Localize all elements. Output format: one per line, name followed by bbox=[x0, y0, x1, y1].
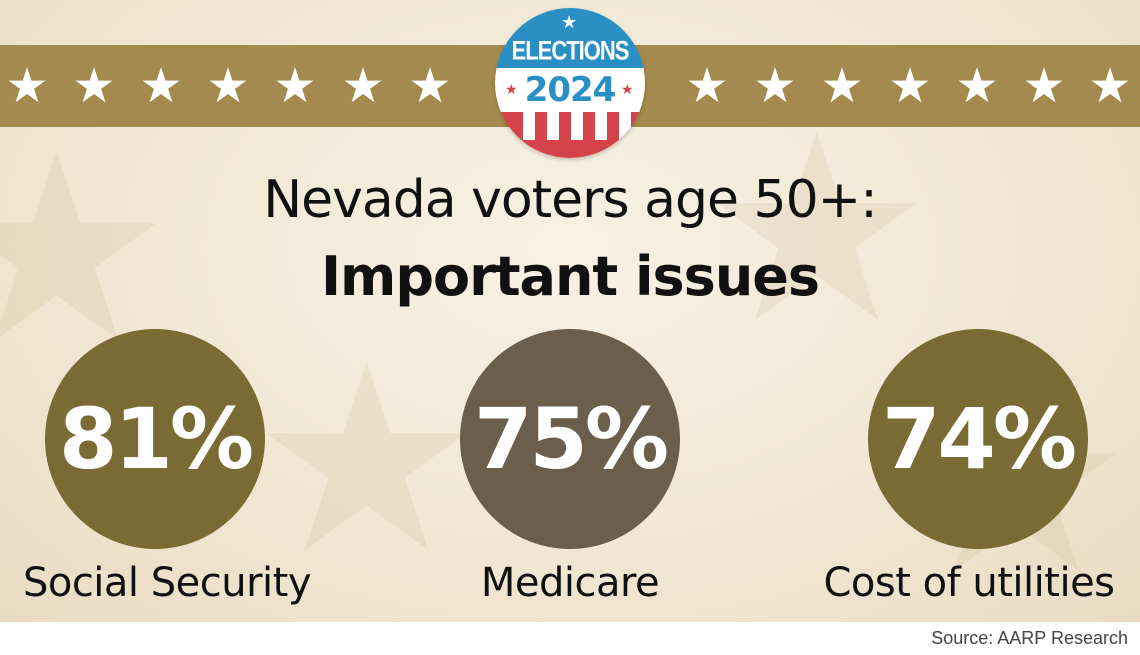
elections-2024-logo: ★ ELECTIONS ★ ★ 2024 bbox=[495, 8, 645, 158]
star-icon: ★ bbox=[820, 58, 864, 114]
title-line-1: Nevada voters age 50+: bbox=[263, 170, 878, 230]
star-icon: ★ bbox=[561, 12, 578, 33]
star-icon: ★ bbox=[888, 58, 932, 114]
star-icon: ★ bbox=[5, 58, 49, 114]
star-icon: ★ bbox=[1022, 58, 1066, 114]
category-label: Cost of utilities bbox=[823, 560, 1115, 606]
star-icon: ★ bbox=[341, 58, 385, 114]
background-star-icon: ★ bbox=[700, 79, 934, 381]
star-icon: ★ bbox=[72, 58, 116, 114]
category-label: Social Security bbox=[22, 560, 312, 606]
value-circle bbox=[868, 329, 1088, 549]
star-icon: ★ bbox=[139, 58, 183, 114]
value-circle bbox=[45, 329, 265, 549]
star-icon: ★ bbox=[273, 58, 317, 114]
logo-year-text: 2024 bbox=[524, 70, 617, 110]
title-line-2: Important issues bbox=[320, 245, 820, 308]
star-icon: ★ bbox=[1088, 58, 1132, 114]
star-icon: ★ bbox=[753, 58, 797, 114]
issues-chart: 81% 75% 74% bbox=[45, 329, 1088, 549]
value-label: 75% bbox=[474, 390, 667, 488]
star-icon: ★ bbox=[206, 58, 250, 114]
star-icon: ★ bbox=[685, 58, 729, 114]
value-label: 74% bbox=[882, 390, 1075, 488]
star-icon: ★ bbox=[955, 58, 999, 114]
star-icon: ★ bbox=[505, 82, 518, 98]
category-label: Medicare bbox=[480, 560, 660, 606]
value-circle bbox=[460, 329, 680, 549]
source-note: Source: AARP Research bbox=[931, 628, 1128, 648]
star-icon: ★ bbox=[621, 82, 634, 98]
star-icon: ★ bbox=[408, 58, 452, 114]
logo-elections-text: ELECTIONS bbox=[511, 35, 630, 66]
value-label: 81% bbox=[59, 390, 252, 488]
background-star-icon: ★ bbox=[250, 309, 484, 611]
